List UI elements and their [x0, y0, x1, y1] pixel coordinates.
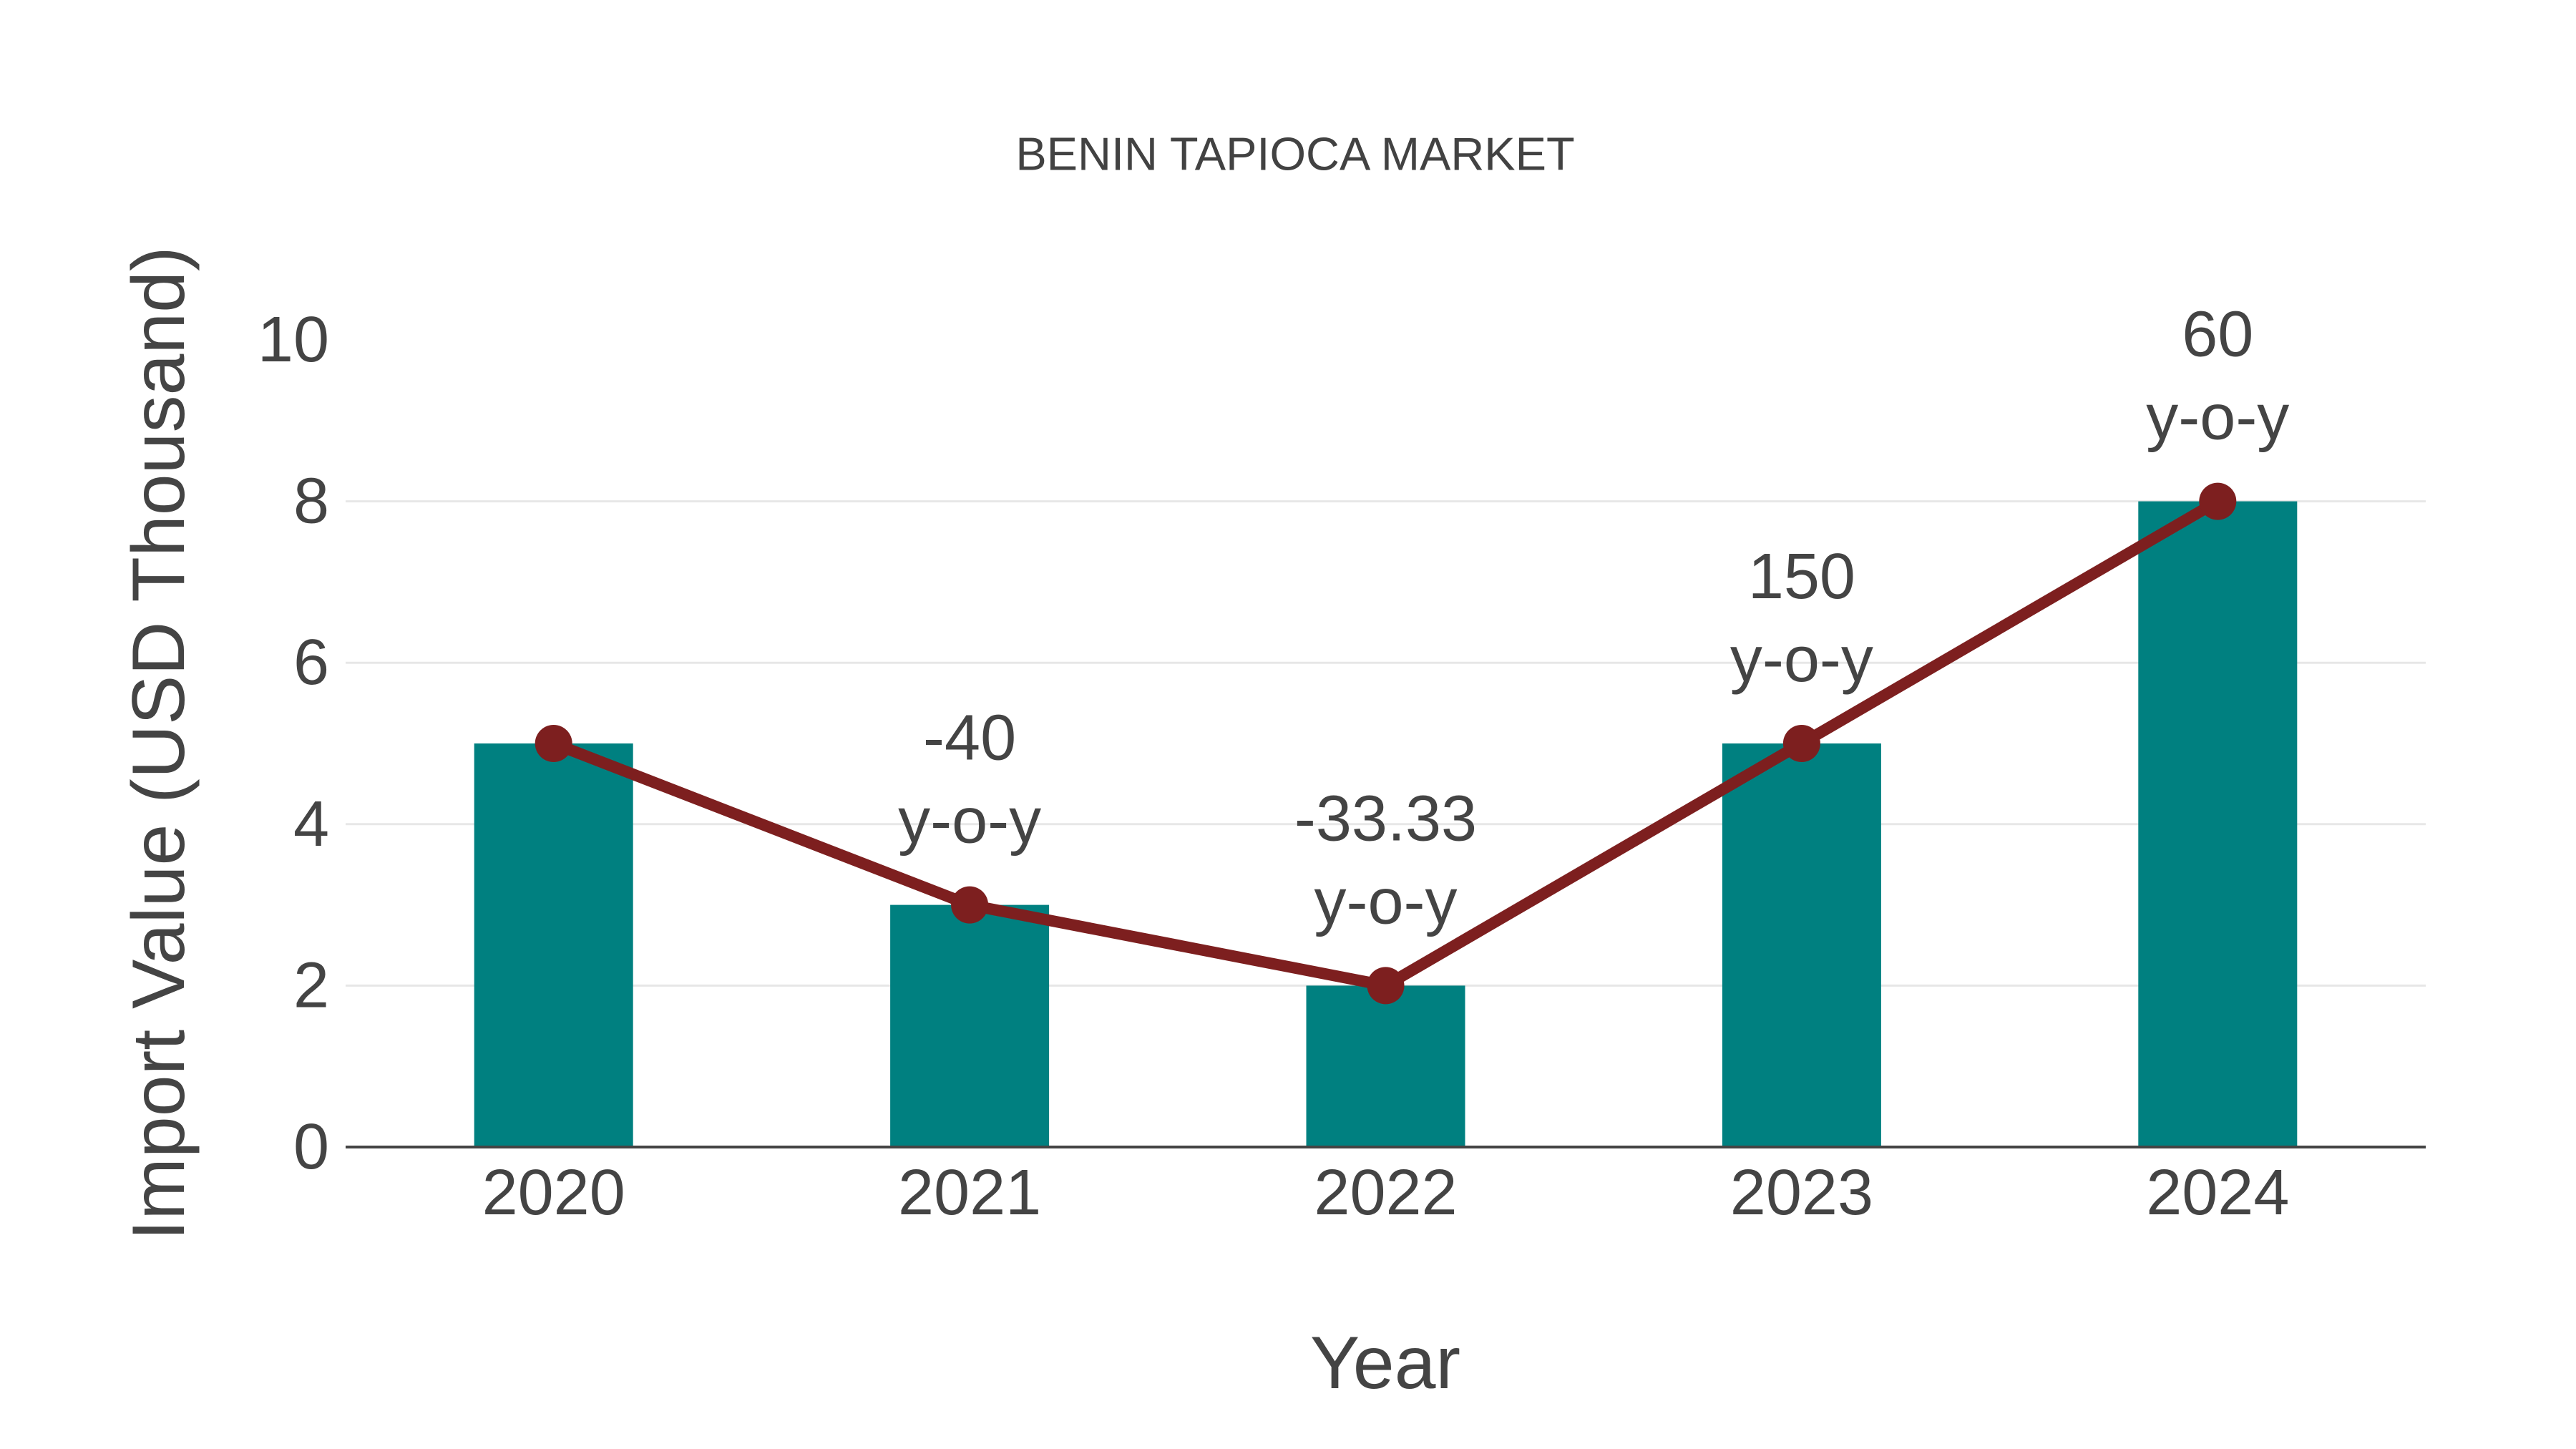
- bar-2023: [1722, 743, 1881, 1147]
- x-tick-2023: 2023: [1730, 1157, 1873, 1229]
- x-axis-title: Year: [1310, 1322, 1460, 1405]
- y-tick-10: 10: [258, 304, 329, 376]
- y-tick-0: 0: [293, 1111, 329, 1183]
- y-axis-title: Import Value (USD Thousand): [117, 246, 200, 1240]
- chart-title: BENIN TAPIOCA MARKET: [1015, 128, 1574, 180]
- x-tick-2024: 2024: [2146, 1157, 2289, 1229]
- y-tick-8: 8: [293, 466, 329, 537]
- annotations-layer: -40 y-o-y -33.33 y-o-y 150 y-o-y 60 y-o-y: [898, 299, 2289, 938]
- bar-2024: [2138, 501, 2298, 1147]
- marker-2024: [2199, 482, 2237, 520]
- bar-series-layer: [474, 501, 2298, 1147]
- marker-2023: [1782, 725, 1820, 762]
- annotation-2022-line2: y-o-y: [1314, 866, 1458, 937]
- marker-2021: [951, 886, 989, 924]
- annotation-2021-line2: y-o-y: [898, 786, 1041, 857]
- x-tick-2021: 2021: [898, 1157, 1041, 1229]
- annotation-2023-line1: 150: [1748, 541, 1855, 613]
- bar-2021: [890, 904, 1050, 1147]
- bar-2022: [1306, 985, 1465, 1147]
- x-tick-2022: 2022: [1314, 1157, 1457, 1229]
- bar-2020: [474, 743, 633, 1147]
- x-tick-2020: 2020: [482, 1157, 625, 1229]
- line-series-layer: [535, 482, 2237, 1005]
- annotation-2021-line1: -40: [923, 703, 1016, 774]
- y-tick-6: 6: [293, 627, 329, 698]
- annotation-2024-line2: y-o-y: [2146, 382, 2289, 454]
- annotation-2023-line2: y-o-y: [1730, 624, 1873, 696]
- annotation-2022-line1: -33.33: [1294, 783, 1477, 854]
- annotation-2024-line1: 60: [2182, 299, 2253, 371]
- y-tick-2: 2: [293, 950, 329, 1021]
- y-tick-4: 4: [293, 789, 329, 860]
- tick-labels-layer: 0 2 4 6 8 10 2020 2021 2022 2023 2024: [258, 304, 2290, 1229]
- marker-2020: [535, 725, 572, 762]
- marker-2022: [1367, 967, 1405, 1005]
